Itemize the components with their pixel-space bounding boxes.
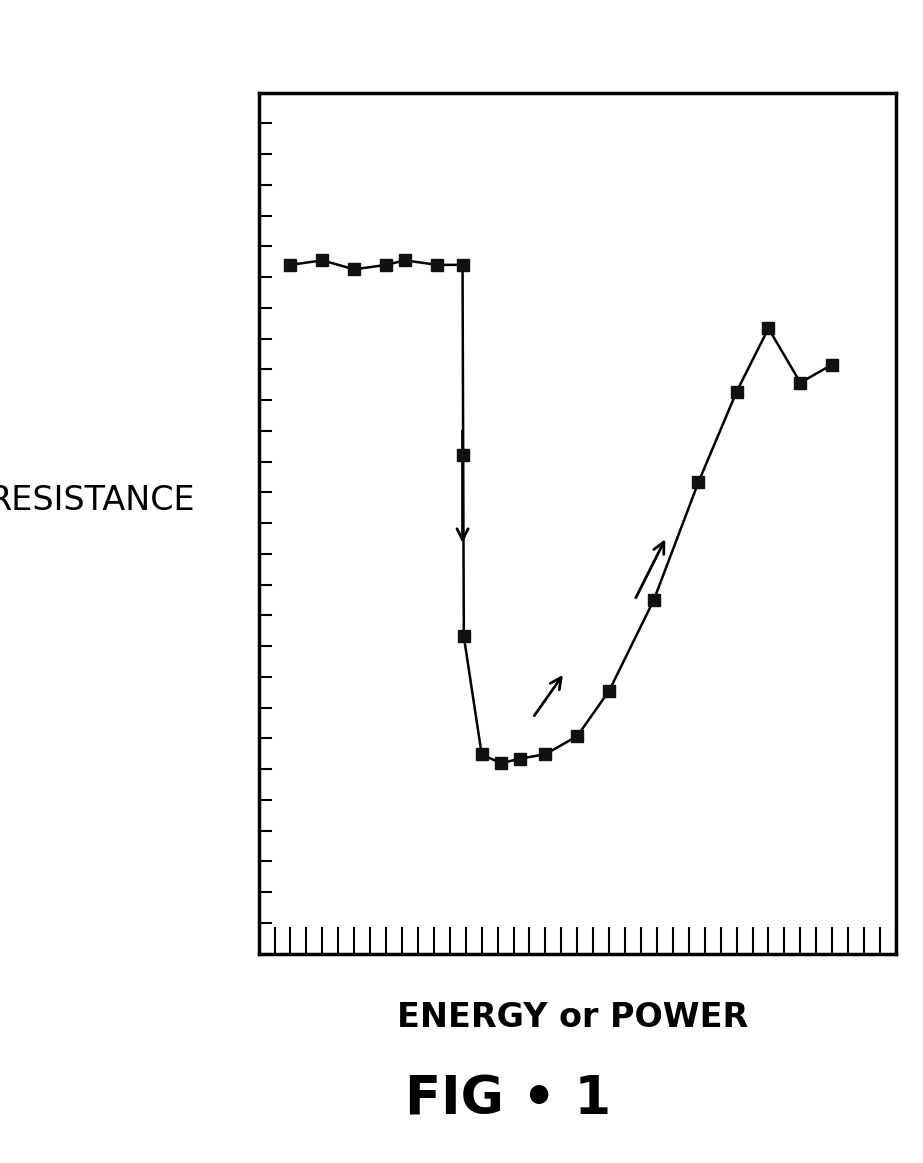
Text: RESISTANCE: RESISTANCE	[0, 484, 196, 516]
Text: FIG • 1: FIG • 1	[404, 1073, 611, 1125]
Text: ENERGY or POWER: ENERGY or POWER	[397, 1001, 748, 1034]
